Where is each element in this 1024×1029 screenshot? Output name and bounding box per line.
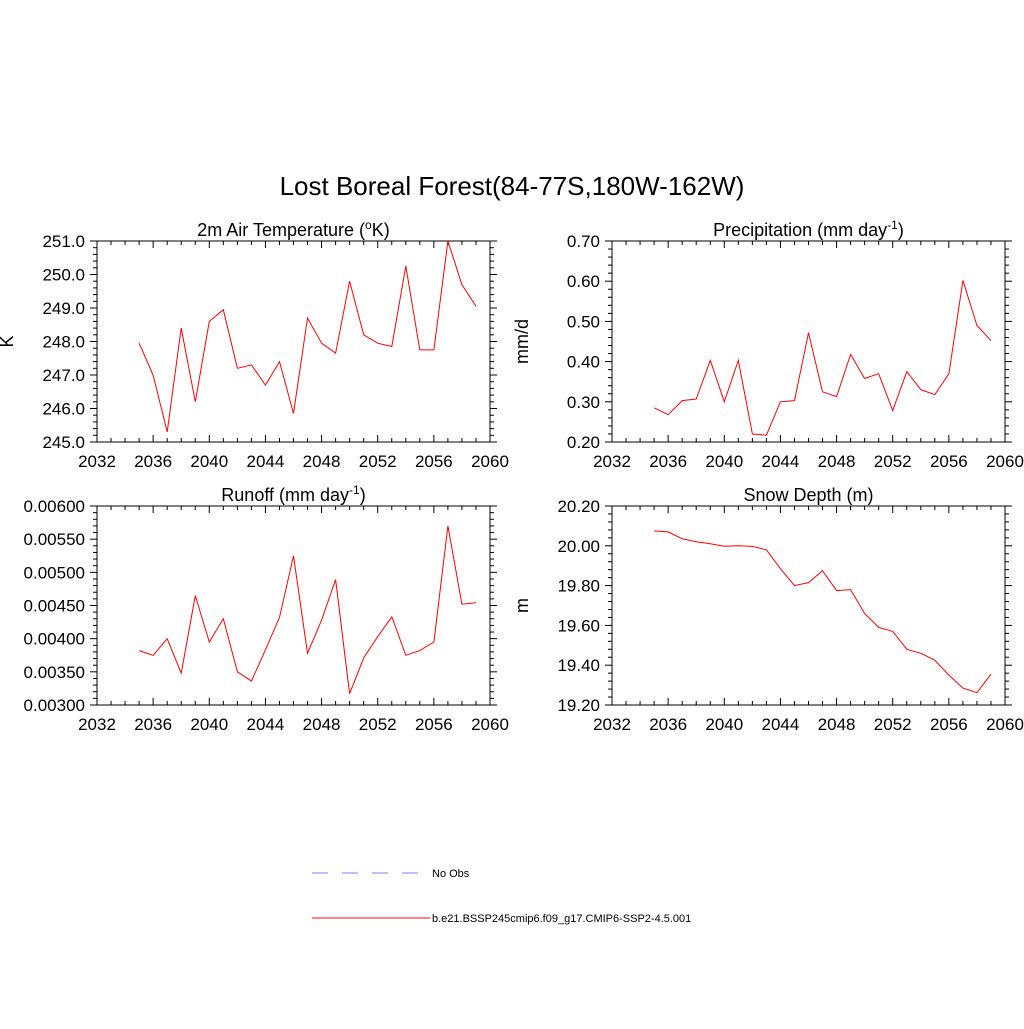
- main-title: Lost Boreal Forest(84-77S,180W-162W): [280, 171, 745, 201]
- x-tick-label: 2044: [247, 452, 285, 471]
- x-tick-label: 2044: [762, 715, 800, 734]
- x-tick-label: 2032: [78, 452, 116, 471]
- y-tick-label: 20.00: [557, 537, 600, 556]
- x-tick-label: 2044: [247, 715, 285, 734]
- x-tick-label: 2048: [818, 452, 856, 471]
- panel-runoff: Runoff (mm day-1) 2032 2036 2040 2044 2048 205…: [24, 483, 509, 734]
- y-tick-label: 0.00550: [24, 530, 85, 549]
- x-tick-label: 2036: [134, 452, 172, 471]
- y-axis-label: K: [0, 335, 17, 347]
- y-tick-label: 0.30: [567, 393, 600, 412]
- y-tick-label: 0.00350: [24, 663, 85, 682]
- panel-title-superscript: o: [365, 218, 372, 232]
- panel-title-main: 2m Air Temperature (: [197, 220, 365, 240]
- x-tick-label: 2032: [593, 452, 631, 471]
- y-tick-label: 19.80: [557, 577, 600, 596]
- y-tick-label: 248.0: [42, 333, 85, 352]
- plot-frame: [96, 505, 491, 706]
- x-tick-label: 2060: [986, 715, 1024, 734]
- series-line: [138, 525, 477, 694]
- y-tick-label: 19.40: [557, 656, 600, 675]
- x-tick-label: 2040: [705, 452, 743, 471]
- y-tick-label: 0.00450: [24, 597, 85, 616]
- panel-temperature: 2m Air Temperature (oK) 2032 2036 2040 2044 2…: [0, 218, 509, 471]
- x-tick-label: 2060: [471, 452, 509, 471]
- panels: 2m Air Temperature (oK)2032 2036 2040 2044 2…: [0, 218, 1024, 734]
- x-tick-label: 2048: [303, 715, 341, 734]
- panel-title-superscript: -1: [349, 483, 360, 497]
- x-tick-label: 2036: [649, 452, 687, 471]
- panel-title-rest: ): [360, 485, 366, 505]
- y-tick-label: 20.20: [557, 497, 600, 516]
- panel-title-rest: ): [898, 220, 904, 240]
- panel-title: Runoff (mm day-1): [221, 483, 365, 505]
- x-tick-label: 2060: [471, 715, 509, 734]
- y-tick-label: 0.70: [567, 232, 600, 251]
- y-tick-label: 0.00600: [24, 497, 85, 516]
- x-tick-label: 2036: [649, 715, 687, 734]
- y-axis-label: mm/d: [512, 319, 532, 364]
- x-tick-label: 2056: [930, 715, 968, 734]
- panel-title-main: Snow Depth (m): [743, 485, 873, 505]
- y-tick-label: 251.0: [42, 232, 85, 251]
- x-tick-label: 2052: [359, 452, 397, 471]
- y-tick-label: 0.20: [567, 433, 600, 452]
- y-tick-label: 0.50: [567, 312, 600, 331]
- y-axis-label: m: [512, 598, 532, 613]
- y-tick-label: 0.00300: [24, 696, 85, 715]
- legend: No Obs b.e21.BSSP245cmip6.f09_g17.CMIP6-…: [312, 868, 691, 925]
- panel-title: Snow Depth (m): [743, 485, 873, 505]
- y-tick-label: 0.00400: [24, 630, 85, 649]
- panel-precipitation: Precipitation (mm day-1) 2032 2036 2040 2044…: [512, 218, 1024, 471]
- y-tick-label: 247.0: [42, 366, 85, 385]
- legend-obs-label: No Obs: [432, 868, 470, 880]
- x-tick-label: 2040: [705, 715, 743, 734]
- x-tick-label: 2048: [818, 715, 856, 734]
- x-tick-label: 2056: [415, 452, 453, 471]
- y-tick-label: 19.60: [557, 616, 600, 635]
- panel-title: 2m Air Temperature (oK): [197, 218, 389, 240]
- y-tick-label: 0.00500: [24, 563, 85, 582]
- x-tick-label: 2032: [78, 715, 116, 734]
- y-tick-label: 19.20: [557, 696, 600, 715]
- y-tick-label: 249.0: [42, 299, 85, 318]
- x-tick-label: 2052: [874, 715, 912, 734]
- x-tick-label: 2040: [190, 715, 228, 734]
- series-line: [138, 240, 477, 433]
- panel-title-superscript: -1: [887, 218, 898, 232]
- series-line: [654, 530, 992, 694]
- x-tick-label: 2060: [986, 452, 1024, 471]
- x-tick-label: 2056: [415, 715, 453, 734]
- y-tick-label: 245.0: [42, 433, 85, 452]
- x-tick-label: 2044: [762, 452, 800, 471]
- x-tick-label: 2040: [190, 452, 228, 471]
- panel-title-rest: K): [372, 220, 390, 240]
- series-line: [653, 280, 992, 436]
- x-tick-label: 2048: [303, 452, 341, 471]
- y-tick-label: 246.0: [42, 400, 85, 419]
- x-tick-label: 2056: [930, 452, 968, 471]
- legend-model-label: b.e21.BSSP245cmip6.f09_g17.CMIP6-SSP2-4.…: [432, 913, 691, 925]
- y-tick-label: 0.60: [567, 272, 600, 291]
- x-tick-label: 2052: [874, 452, 912, 471]
- panel-title-main: Runoff (mm day: [221, 485, 349, 505]
- plot-frame: [611, 505, 1006, 706]
- x-tick-label: 2052: [359, 715, 397, 734]
- panel-snow-depth: Snow Depth (m) 2032 2036 2040 2044 2048 2052 20…: [512, 485, 1024, 734]
- y-tick-label: 250.0: [42, 266, 85, 285]
- x-tick-label: 2036: [134, 715, 172, 734]
- y-tick-label: 0.40: [567, 353, 600, 372]
- x-tick-label: 2032: [593, 715, 631, 734]
- panel-title-main: Precipitation (mm day: [713, 220, 887, 240]
- panel-title: Precipitation (mm day-1): [713, 218, 904, 240]
